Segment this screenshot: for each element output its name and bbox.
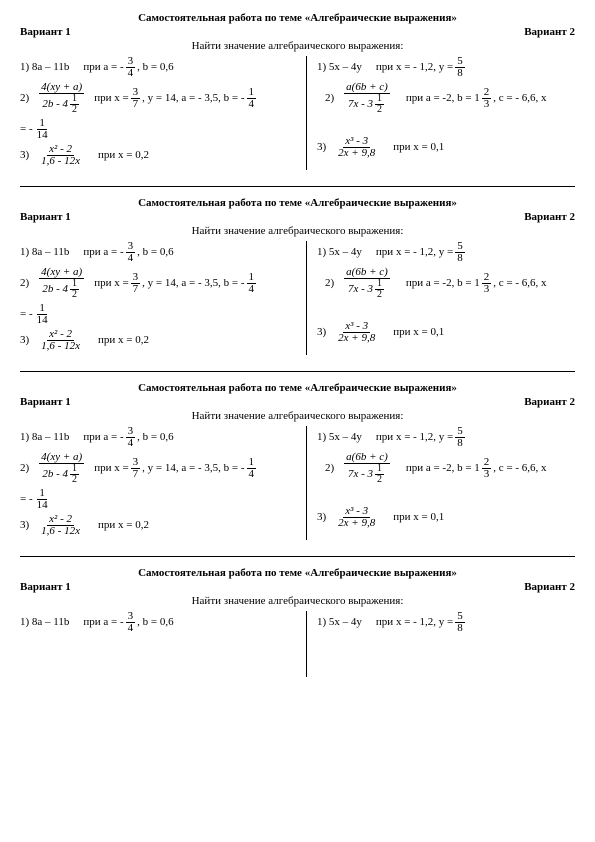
column-variant-2: 1) 5x – 4y при x = - 1,2, y = 58 2) a(6b…: [307, 241, 575, 355]
problem-2-result: = - 114: [20, 303, 300, 326]
fraction: 14: [247, 457, 257, 480]
worksheet-title: Самостоятельная работа по теме «Алгебраи…: [20, 567, 575, 579]
fraction: 114: [35, 303, 50, 326]
variant-1-label: Вариант 1: [20, 26, 71, 38]
columns: 1) 8a – 11b при a = - 34 , b = 0,6 1) 5x…: [20, 611, 575, 677]
spacer: [317, 303, 575, 318]
spacer: [317, 488, 575, 503]
problem-1: 1) 5x – 4y при x = - 1,2, y = 58: [317, 241, 575, 264]
divider: [20, 186, 575, 187]
problem-1: 1) 8a – 11b при a = - 34 , b = 0,6: [20, 611, 300, 634]
variant-labels: Вариант 1 Вариант 2: [20, 211, 575, 223]
divider: [20, 556, 575, 557]
columns: 1) 8a – 11b при a = - 34 , b = 0,6 2) 4(…: [20, 56, 575, 170]
problem-1: 1) 8a – 11b при a = - 34 , b = 0,6: [20, 241, 300, 264]
fraction: 23: [482, 272, 492, 295]
problem-3: 3) x² - 21,6 - 12x при x = 0,2: [20, 514, 300, 537]
fraction: x³ - 32x + 9,8: [336, 136, 377, 159]
worksheet-subtitle: Найти значение алгебраического выражения…: [20, 410, 575, 422]
variant-2-label: Вариант 2: [524, 26, 575, 38]
fraction: 4(xy + a) 2b - 412: [39, 452, 84, 485]
fraction: 34: [126, 241, 136, 264]
fraction: 114: [35, 488, 50, 511]
worksheet-title: Самостоятельная работа по теме «Алгебраи…: [20, 12, 575, 24]
problem-3: 3) x³ - 32x + 9,8 при x = 0,1: [317, 321, 575, 344]
fraction: 114: [35, 118, 50, 141]
problem-1: 1) 5x – 4y при x = - 1,2, y = 58: [317, 56, 575, 79]
fraction: 58: [455, 241, 465, 264]
fraction: 58: [455, 426, 465, 449]
fraction: a(6b + c) 7x - 312: [344, 82, 390, 115]
column-variant-2: 1) 5x – 4y при x = - 1,2, y = 58 2) a(6b…: [307, 426, 575, 540]
variant-1-label: Вариант 1: [20, 581, 71, 593]
column-variant-1: 1) 8a – 11b при a = - 34 , b = 0,6 2) 4(…: [20, 56, 307, 170]
worksheet-block-2: Самостоятельная работа по теме «Алгебраи…: [20, 197, 575, 357]
worksheet-subtitle: Найти значение алгебраического выражения…: [20, 225, 575, 237]
columns: 1) 8a – 11b при a = - 34 , b = 0,6 2) 4(…: [20, 426, 575, 540]
spacer: [317, 118, 575, 133]
worksheet-block-3: Самостоятельная работа по теме «Алгебраи…: [20, 382, 575, 542]
problem-2: 2) 4(xy + a) 2b - 412 при x = 37 , y = 1…: [20, 267, 300, 300]
divider: [20, 371, 575, 372]
variant-2-label: Вариант 2: [524, 211, 575, 223]
worksheet-title: Самостоятельная работа по теме «Алгебраи…: [20, 197, 575, 209]
variant-1-label: Вариант 1: [20, 396, 71, 408]
problem-1: 1) 8a – 11b при a = - 34 , b = 0,6: [20, 426, 300, 449]
column-variant-1: 1) 8a – 11b при a = - 34 , b = 0,6: [20, 611, 307, 677]
worksheet-subtitle: Найти значение алгебраического выражения…: [20, 595, 575, 607]
variant-labels: Вариант 1 Вариант 2: [20, 26, 575, 38]
problem-2-result: = - 114: [20, 118, 300, 141]
problem-2-result: = - 114: [20, 488, 300, 511]
problem-2: 2) a(6b + c) 7x - 312 при a = -2, b = 1 …: [317, 82, 575, 115]
fraction: 4(xy + a) 2b - 412: [39, 267, 84, 300]
problem-1: 1) 5x – 4y при x = - 1,2, y = 58: [317, 611, 575, 634]
fraction: 34: [126, 611, 136, 634]
variant-1-label: Вариант 1: [20, 211, 71, 223]
problem-3: 3) x² - 21,6 - 12x при x = 0,2: [20, 329, 300, 352]
fraction: 58: [455, 611, 465, 634]
fraction: x³ - 32x + 9,8: [336, 506, 377, 529]
fraction: 23: [482, 87, 492, 110]
column-variant-2: 1) 5x – 4y при x = - 1,2, y = 58 2) a(6b…: [307, 56, 575, 170]
fraction: 37: [131, 87, 141, 110]
problem-2: 2) a(6b + c) 7x - 312 при a = -2, b = 1 …: [317, 267, 575, 300]
fraction: a(6b + c) 7x - 312: [344, 452, 390, 485]
fraction: 37: [131, 272, 141, 295]
columns: 1) 8a – 11b при a = - 34 , b = 0,6 2) 4(…: [20, 241, 575, 355]
worksheet-title: Самостоятельная работа по теме «Алгебраи…: [20, 382, 575, 394]
fraction: x³ - 32x + 9,8: [336, 321, 377, 344]
variant-2-label: Вариант 2: [524, 581, 575, 593]
fraction: 14: [247, 87, 257, 110]
fraction: 23: [482, 457, 492, 480]
variant-labels: Вариант 1 Вариант 2: [20, 396, 575, 408]
fraction: 14: [247, 272, 257, 295]
fraction: a(6b + c) 7x - 312: [344, 267, 390, 300]
column-variant-1: 1) 8a – 11b при a = - 34 , b = 0,6 2) 4(…: [20, 241, 307, 355]
fraction: x² - 21,6 - 12x: [39, 514, 82, 537]
problem-2: 2) a(6b + c) 7x - 312 при a = -2, b = 1 …: [317, 452, 575, 485]
problem-3: 3) x³ - 32x + 9,8 при x = 0,1: [317, 506, 575, 529]
fraction: 58: [455, 56, 465, 79]
problem-1: 1) 5x – 4y при x = - 1,2, y = 58: [317, 426, 575, 449]
worksheet-block-1: Самостоятельная работа по теме «Алгебраи…: [20, 12, 575, 172]
fraction: 34: [126, 426, 136, 449]
fraction: 37: [131, 457, 141, 480]
fraction: 34: [126, 56, 136, 79]
problem-1: 1) 8a – 11b при a = - 34 , b = 0,6: [20, 56, 300, 79]
fraction: x² - 21,6 - 12x: [39, 144, 82, 167]
fraction: x² - 21,6 - 12x: [39, 329, 82, 352]
problem-3: 3) x² - 21,6 - 12x при x = 0,2: [20, 144, 300, 167]
column-variant-1: 1) 8a – 11b при a = - 34 , b = 0,6 2) 4(…: [20, 426, 307, 540]
fraction: 4(xy + a) 2b - 412: [39, 82, 84, 115]
problem-2: 2) 4(xy + a) 2b - 412 при x = 37 , y = 1…: [20, 82, 300, 115]
worksheet-subtitle: Найти значение алгебраического выражения…: [20, 40, 575, 52]
worksheet-block-4: Самостоятельная работа по теме «Алгебраи…: [20, 567, 575, 679]
variant-labels: Вариант 1 Вариант 2: [20, 581, 575, 593]
problem-2: 2) 4(xy + a) 2b - 412 при x = 37 , y = 1…: [20, 452, 300, 485]
variant-2-label: Вариант 2: [524, 396, 575, 408]
problem-3: 3) x³ - 32x + 9,8 при x = 0,1: [317, 136, 575, 159]
column-variant-2: 1) 5x – 4y при x = - 1,2, y = 58: [307, 611, 575, 677]
